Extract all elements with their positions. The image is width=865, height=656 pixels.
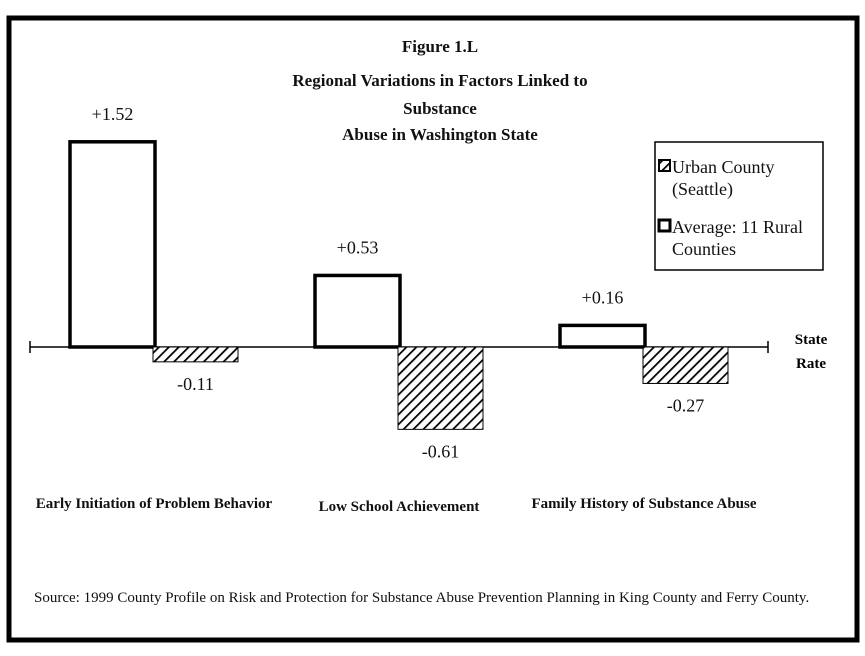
bar [68,140,157,349]
x-tick-label: Early Initiation of Problem Behavior [35,496,273,512]
bar [397,346,484,430]
bar [313,273,402,349]
data-label: +0.16 [582,288,624,308]
legend-swatch [657,218,672,233]
data-label: -0.61 [422,441,460,461]
bar [152,346,239,363]
legend-label: Urban County (Seattle) [672,157,775,199]
legend-label: Average: 11 Rural Counties [672,217,803,259]
legend-swatch [658,159,671,172]
data-label: -0.27 [667,396,705,416]
data-label: +1.52 [92,104,134,124]
chart-subtitle: Abuse in Washington State [342,125,538,144]
bar [642,346,729,384]
data-label: +0.53 [337,238,379,258]
chart-title: Figure 1.L [402,37,478,56]
source-note: Source: 1999 County Profile on Risk and … [34,590,810,606]
legend-box [654,141,824,271]
x-tick-label: Low School Achievement [318,499,480,515]
data-label: -0.11 [177,374,214,394]
chart-subtitle: Regional Variations in Factors Linked to [292,71,587,90]
bar [558,323,647,349]
x-tick-label: Family History of Substance Abuse [531,496,757,512]
frame [6,15,860,643]
annotation: State Rate [794,332,828,372]
chart-subtitle: Substance [403,99,477,118]
